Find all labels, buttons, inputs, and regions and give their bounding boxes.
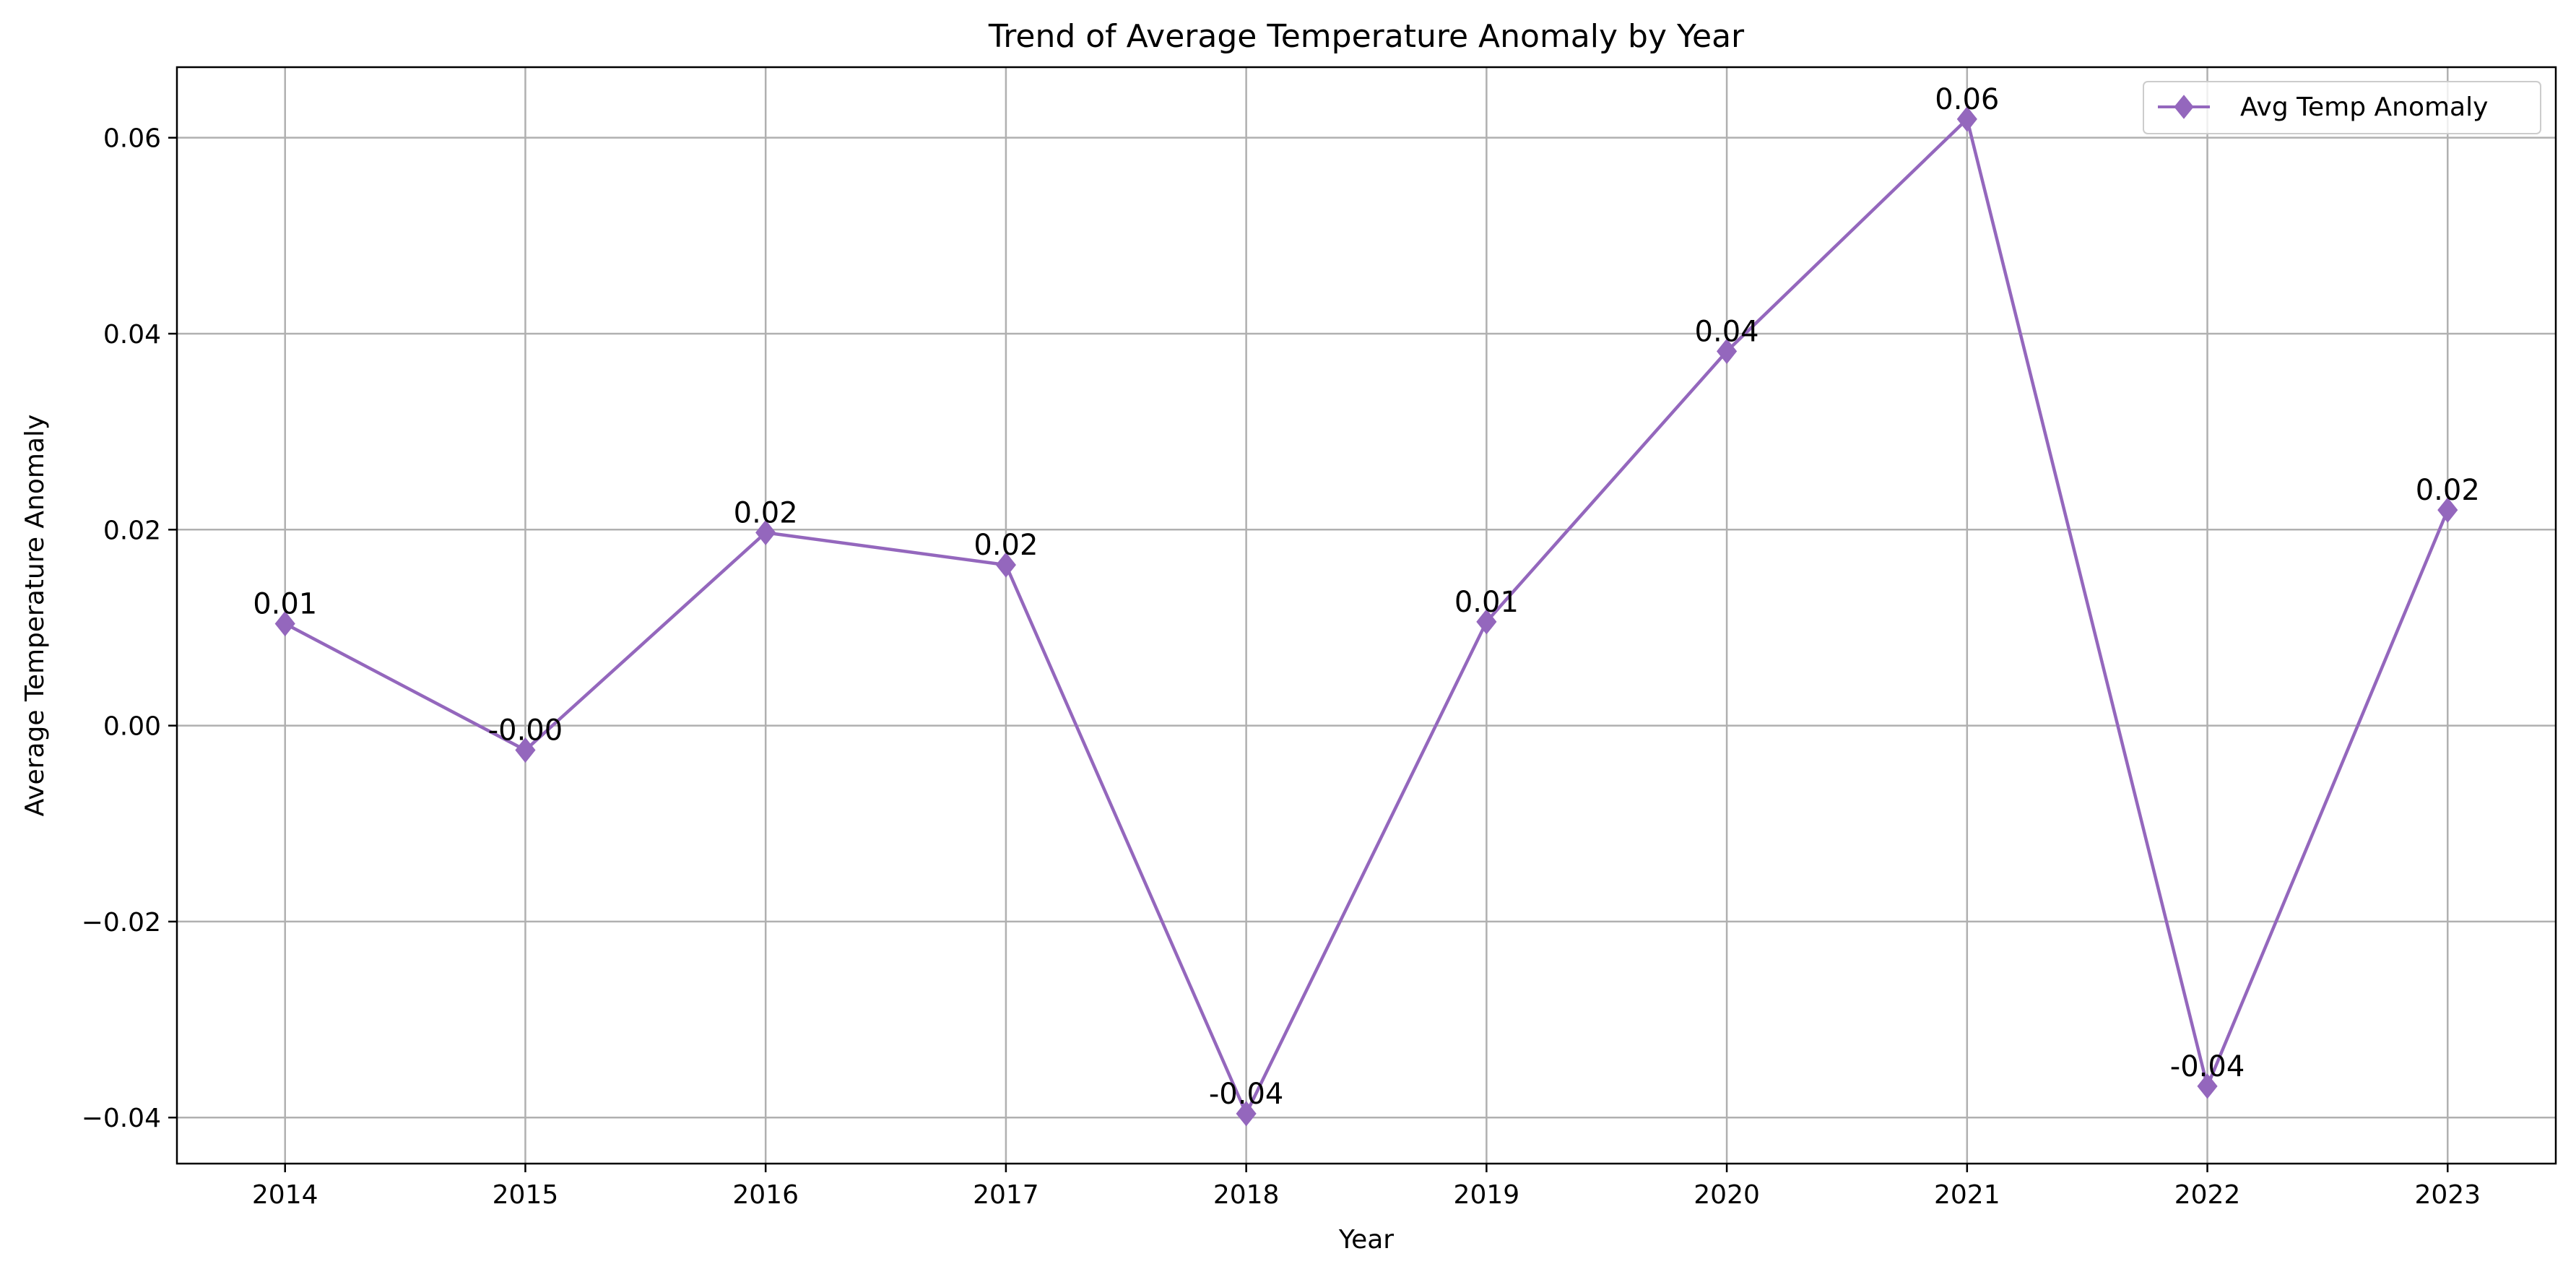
data-point-marker	[515, 737, 536, 763]
legend-box	[2143, 81, 2541, 134]
axis-ticks: 2014 2015 2016 2017 2018 2019 2020 2021 2022 2023…	[82, 124, 2481, 1210]
data-point-marker	[1236, 1101, 1257, 1127]
data-label: 0.01	[253, 588, 317, 621]
data-point-marker	[1717, 338, 1738, 365]
x-tick-label: 2017	[973, 1180, 1039, 1210]
data-label: -0.04	[2170, 1050, 2245, 1083]
data-label: 0.02	[2416, 474, 2480, 507]
y-tick-label: −0.02	[82, 908, 161, 938]
data-point-marker	[995, 552, 1016, 578]
y-axis-title: Average Temperature Anomaly	[20, 415, 50, 817]
legend-label: Avg Temp Anomaly	[2240, 92, 2488, 122]
y-tick-label: 0.04	[103, 320, 161, 350]
data-point-marker	[1956, 106, 1977, 132]
series-line	[284, 117, 2450, 1116]
x-tick-label: 2014	[252, 1180, 318, 1210]
data-label: 0.06	[1935, 83, 1999, 116]
data-label: 0.02	[734, 496, 798, 529]
data-label: 0.02	[973, 529, 1038, 562]
data-point-marker	[2197, 1073, 2218, 1099]
data-point-marker	[2437, 497, 2458, 523]
x-tick-label: 2018	[1213, 1180, 1280, 1210]
x-tick-label: 2023	[2414, 1180, 2481, 1210]
x-tick-label: 2016	[732, 1180, 799, 1210]
data-point-marker	[274, 610, 295, 637]
x-axis-title: Year	[1338, 1225, 1394, 1255]
data-point-marker	[755, 519, 776, 545]
x-tick-label: 2015	[493, 1180, 559, 1210]
x-tick-label: 2021	[1934, 1180, 2000, 1210]
plot-frame	[175, 66, 2557, 1165]
series-layer: 0.01 -0.00 0.02 0.02 -0.04 0.01 0.04 0.06 -0.04 0…	[253, 83, 2480, 1127]
legend-marker-swatch	[2174, 95, 2194, 119]
data-point-marker	[1476, 609, 1497, 635]
y-tick-label: 0.06	[103, 124, 161, 154]
chart-title: Trend of Average Temperature Anomaly by …	[988, 18, 1745, 55]
y-tick-label: 0.02	[103, 516, 161, 545]
data-label: 0.01	[1454, 586, 1519, 619]
y-tick-label: 0.00	[103, 712, 161, 742]
x-tick-label: 2019	[1454, 1180, 1520, 1210]
data-label: -0.04	[1209, 1078, 1284, 1111]
x-tick-label: 2022	[2174, 1180, 2241, 1210]
data-label: 0.04	[1695, 315, 1759, 348]
y-tick-label: −0.04	[82, 1104, 161, 1133]
x-tick-label: 2020	[1694, 1180, 1760, 1210]
data-label: -0.00	[488, 714, 563, 748]
legend[interactable]: Avg Temp Anomaly	[2143, 81, 2541, 134]
